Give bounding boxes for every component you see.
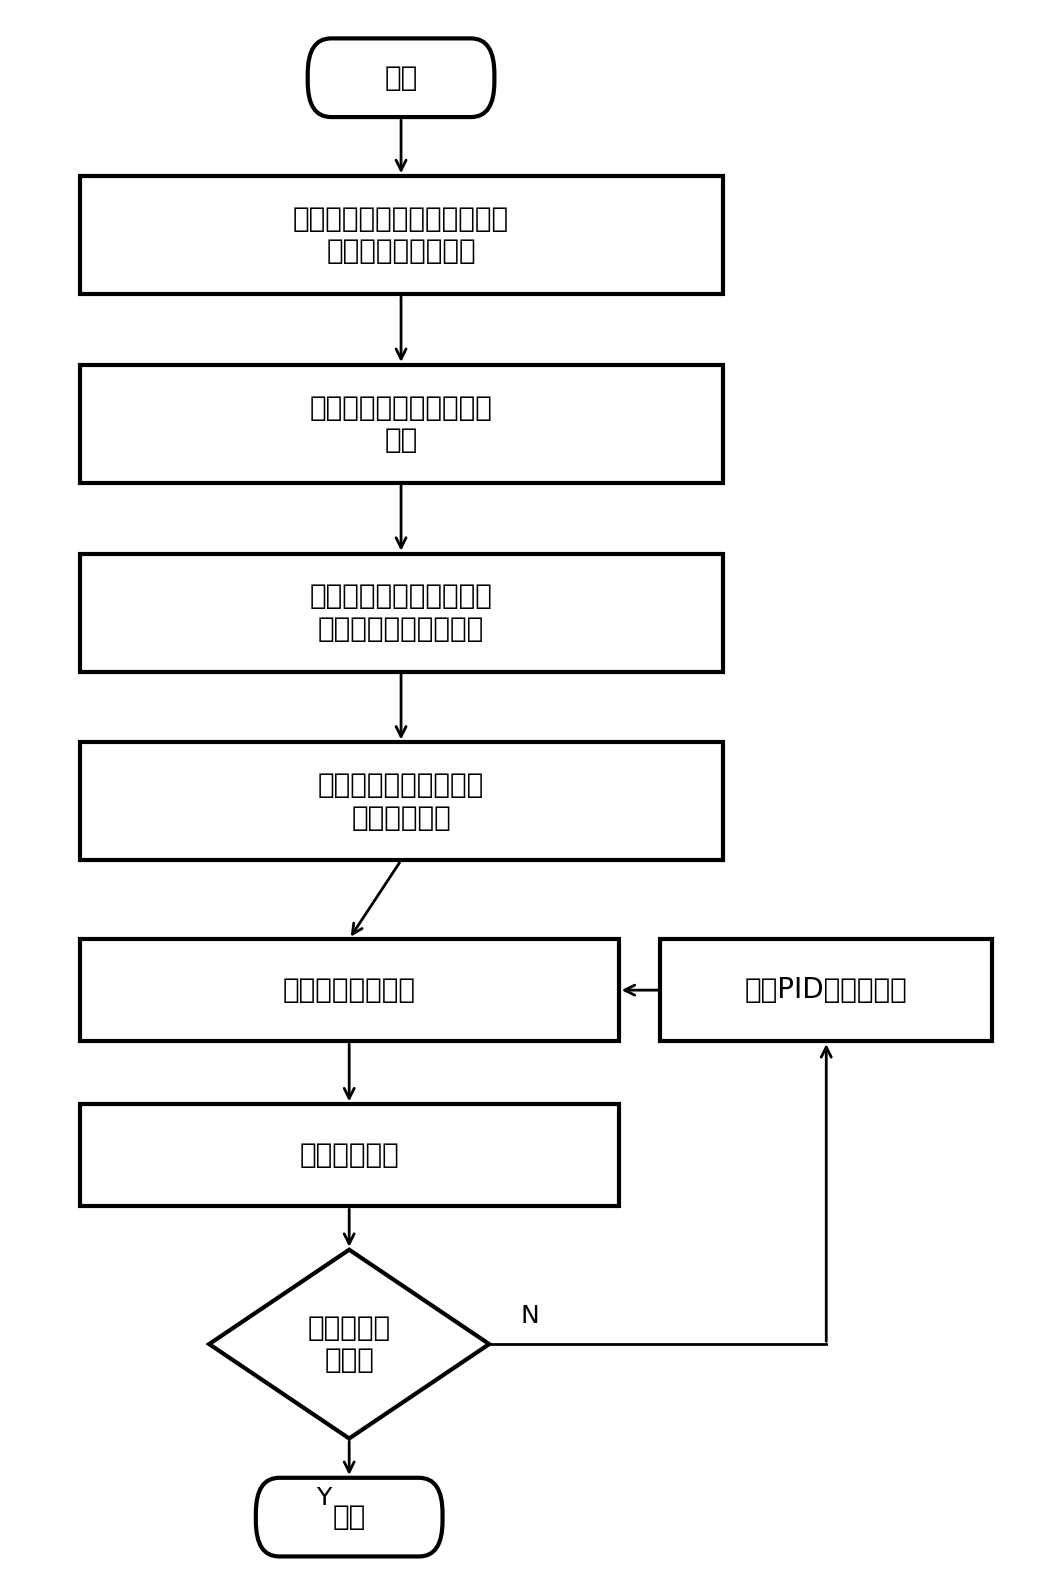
Text: 开始: 开始 — [385, 63, 417, 92]
FancyBboxPatch shape — [308, 38, 494, 117]
FancyBboxPatch shape — [80, 1105, 619, 1206]
Polygon shape — [209, 1249, 489, 1438]
FancyBboxPatch shape — [80, 176, 722, 294]
FancyBboxPatch shape — [80, 554, 722, 671]
FancyBboxPatch shape — [255, 1477, 442, 1557]
Text: 是否满足控
制要求: 是否满足控 制要求 — [308, 1314, 391, 1374]
FancyBboxPatch shape — [80, 743, 722, 860]
FancyBboxPatch shape — [80, 940, 619, 1041]
Text: 检查控制效果: 检查控制效果 — [300, 1141, 399, 1170]
FancyBboxPatch shape — [660, 940, 992, 1041]
Text: N: N — [520, 1305, 539, 1328]
Text: Y: Y — [315, 1485, 331, 1509]
Text: 粘贴加速度传感器，获取柔性
机械臂末端振动信号: 粘贴加速度传感器，获取柔性 机械臂末端振动信号 — [293, 205, 509, 265]
Text: 结束: 结束 — [332, 1503, 366, 1531]
Text: 调节PID控制器参数: 调节PID控制器参数 — [745, 976, 908, 1005]
Text: 整体控制系统仿真: 整体控制系统仿真 — [283, 976, 416, 1005]
Text: 全局优化算法优化振动
观测反馈参数: 全局优化算法优化振动 观测反馈参数 — [317, 771, 485, 832]
Text: 设计振动观测方程，确定
振动观测反馈参数范围: 设计振动观测方程，确定 振动观测反馈参数范围 — [310, 582, 493, 643]
Text: 建立柔性机械臂系统数学
模型: 建立柔性机械臂系统数学 模型 — [310, 394, 493, 454]
FancyBboxPatch shape — [80, 365, 722, 482]
